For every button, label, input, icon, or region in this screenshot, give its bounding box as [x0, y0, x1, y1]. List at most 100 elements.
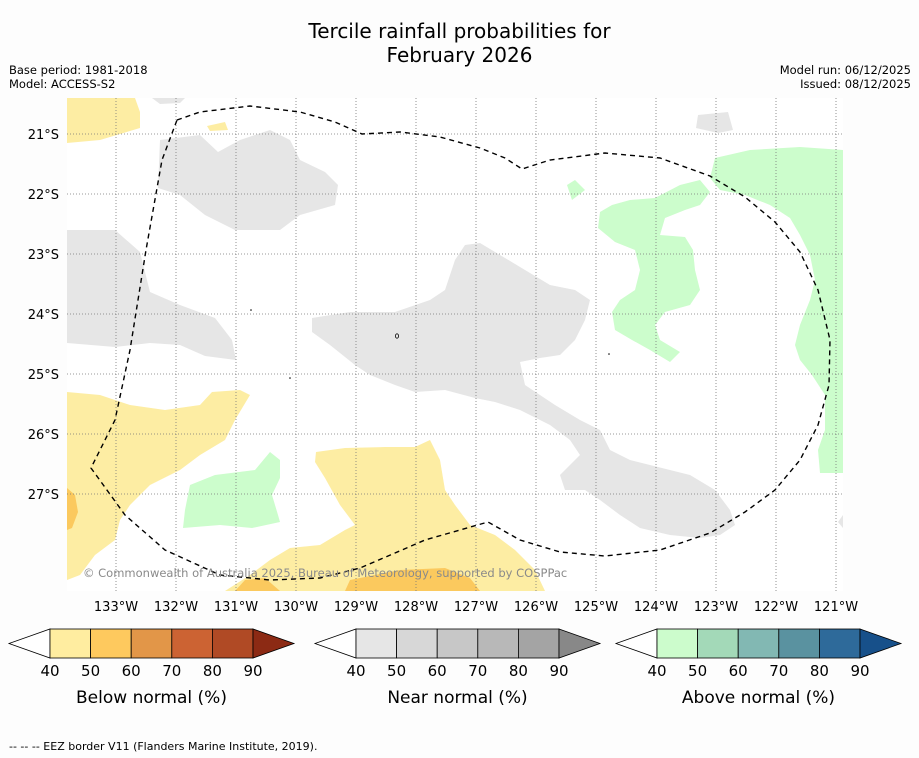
colorbar-segment — [656, 628, 698, 659]
island-marker — [394, 333, 399, 339]
colorbar-extend-low — [313, 628, 357, 659]
near-normal-region — [838, 515, 843, 528]
near-normal-regions — [67, 98, 843, 538]
graticule — [67, 98, 843, 591]
colorbar-segment — [171, 628, 213, 659]
colorbar-tick: 90 — [850, 662, 869, 680]
below-normal-50-regions — [67, 488, 480, 591]
colorbar-segment — [130, 628, 173, 659]
lon-label: 126°W — [514, 600, 558, 615]
lat-labels: 21°S 22°S 23°S 24°S 25°S 26°S 27°S — [28, 128, 59, 503]
colorbar-segment — [49, 628, 91, 659]
below-normal-region-50 — [235, 578, 280, 591]
below-normal-regions — [67, 98, 545, 591]
lat-label: 26°S — [28, 428, 59, 443]
lon-label: 125°W — [574, 600, 618, 615]
colorbar-tick: 50 — [81, 662, 100, 680]
model-name: Model: ACCESS-S2 — [9, 77, 116, 91]
base-period: Base period: 1981-2018 — [9, 63, 148, 77]
island-marker — [289, 377, 291, 379]
below-normal-region — [67, 98, 140, 143]
near-normal-region — [312, 243, 735, 538]
meta-right: Model run: 06/12/2025 Issued: 08/12/2025 — [780, 63, 911, 91]
near-normal-region — [152, 98, 185, 104]
eez-border — [90, 105, 831, 581]
colorbar-tick: 60 — [122, 662, 141, 680]
eez-footnote: -- -- -- EEZ border V11 (Flanders Marine… — [9, 740, 318, 753]
lat-label: 27°S — [28, 488, 59, 503]
colorbar-segment — [697, 628, 739, 659]
lon-label: 122°W — [754, 600, 798, 615]
meta-left: Base period: 1981-2018 Model: ACCESS-S2 — [9, 63, 148, 91]
colorbar-extend-high — [558, 628, 602, 659]
colorbar-segment — [90, 628, 132, 659]
colorbar-tick: 80 — [810, 662, 829, 680]
colorbar-tick: 90 — [549, 662, 568, 680]
lon-label: 130°W — [274, 600, 318, 615]
colorbar-extend-low — [614, 628, 658, 659]
above-normal-region — [567, 180, 585, 200]
colorbar-tick: 40 — [647, 662, 666, 680]
lon-label: 131°W — [214, 600, 258, 615]
above-normal-regions — [183, 147, 843, 528]
colorbar-label: Near normal (%) — [387, 688, 527, 708]
near-normal-region — [158, 130, 338, 230]
below-normal-region — [225, 440, 545, 591]
lat-label: 25°S — [28, 368, 59, 383]
below-normal-region-50 — [67, 488, 78, 530]
lon-label: 133°W — [94, 600, 138, 615]
colorbar-extend-high — [859, 628, 903, 659]
lat-label: 23°S — [28, 248, 59, 263]
lon-label: 127°W — [454, 600, 498, 615]
colorbar-tick: 80 — [203, 662, 222, 680]
title-line-2: February 2026 — [386, 43, 533, 67]
near-normal-region — [696, 112, 733, 133]
colorbar-tick: 60 — [729, 662, 748, 680]
lon-label: 129°W — [334, 600, 378, 615]
colorbar-tick: 50 — [688, 662, 707, 680]
colorbar-extend-high — [252, 628, 296, 659]
colorbar-tick: 70 — [468, 662, 487, 680]
lon-labels: 133°W 132°W 131°W 130°W 129°W 128°W 127°… — [94, 600, 858, 615]
lon-label: 123°W — [694, 600, 738, 615]
map-plot-area: © Commonwealth of Australia 2025, Bureau… — [67, 98, 843, 591]
lat-label: 21°S — [28, 128, 59, 143]
colorbar-below-normal: 40 50 60 70 80 90 Below normal (%) — [7, 628, 296, 708]
lat-label: 24°S — [28, 308, 59, 323]
colorbar-tick: 90 — [243, 662, 262, 680]
colorbar-label: Below normal (%) — [76, 688, 227, 708]
colorbar-extend-low — [7, 628, 51, 659]
near-normal-region — [67, 230, 236, 360]
colorbar-label: Above normal (%) — [682, 688, 835, 708]
colorbar-segment — [477, 628, 519, 659]
lon-label: 124°W — [634, 600, 678, 615]
island-marker — [250, 309, 252, 311]
colorbar-tick: 40 — [40, 662, 59, 680]
lon-label: 132°W — [154, 600, 198, 615]
map-title: Tercile rainfall probabilities for Febru… — [0, 19, 919, 67]
colorbar-tick: 60 — [428, 662, 447, 680]
colorbar-segment — [778, 628, 820, 659]
above-normal-region — [183, 452, 280, 528]
colorbar-segment — [396, 628, 438, 659]
below-normal-region-50 — [345, 568, 480, 591]
island-marker — [608, 353, 610, 355]
colorbar-tick: 50 — [387, 662, 406, 680]
title-line-1: Tercile rainfall probabilities for — [308, 19, 611, 43]
above-normal-region — [710, 147, 843, 473]
colorbar-segment — [355, 628, 397, 659]
colorbar-tick: 40 — [346, 662, 365, 680]
colorbar-segment — [819, 628, 861, 659]
lat-label: 22°S — [28, 188, 59, 203]
colorbar-segment — [518, 628, 560, 659]
issued-date: Issued: 08/12/2025 — [800, 77, 911, 91]
colorbar-segment — [737, 628, 780, 659]
below-normal-region — [67, 390, 250, 580]
colorbar-tick: 80 — [509, 662, 528, 680]
copyright-text: © Commonwealth of Australia 2025, Bureau… — [83, 566, 567, 580]
below-normal-region — [207, 122, 228, 131]
colorbar-segment — [436, 628, 479, 659]
model-run: Model run: 06/12/2025 — [779, 63, 911, 77]
above-normal-region — [598, 180, 710, 362]
